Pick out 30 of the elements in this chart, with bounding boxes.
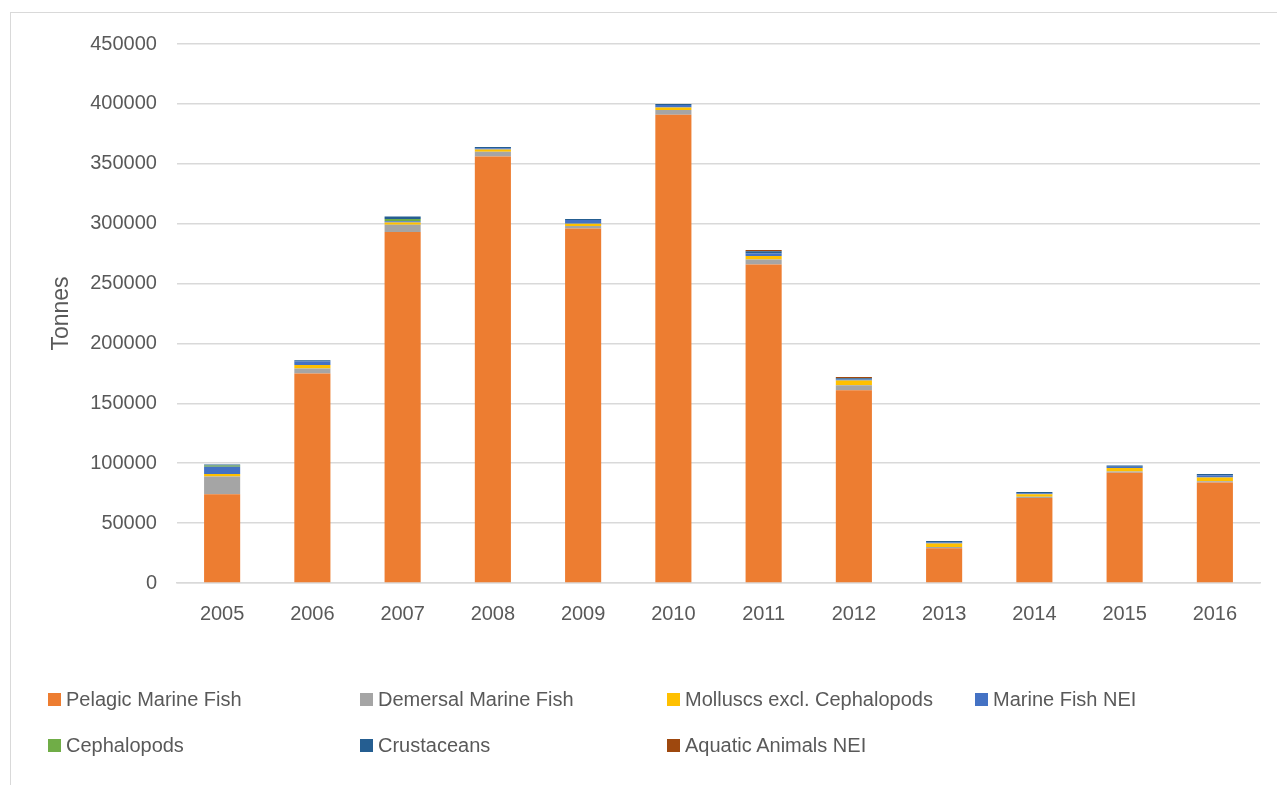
y-tick-label: 150000 (90, 390, 157, 413)
y-tick-label: 50000 (101, 510, 157, 533)
y-tick-label: 100000 (90, 450, 157, 473)
x-tick-label: 2011 (742, 601, 786, 624)
y-tick-label: 200000 (90, 330, 157, 353)
y-tick-label: 0 (145, 570, 157, 593)
x-tick-label: 2016 (1192, 601, 1238, 624)
x-tick-label: 2008 (470, 601, 516, 624)
x-tick-label: 2015 (1102, 601, 1147, 624)
legend-label: Molluscs excl. Cephalopods (685, 687, 933, 711)
legend-label: Aquatic Animals NEI (685, 733, 867, 757)
legend-label: Marine Fish NEI (993, 687, 1137, 711)
legend-label: Demersal Marine Fish (378, 687, 574, 711)
y-tick-label: 350000 (90, 151, 157, 174)
legend-label: Crustaceans (378, 733, 491, 757)
x-tick-label: 2014 (1012, 601, 1057, 624)
y-tick-label: 450000 (90, 31, 157, 54)
y-tick-label: 250000 (90, 271, 157, 294)
legend-label: Pelagic Marine Fish (66, 687, 242, 711)
x-tick-label: 2009 (560, 601, 606, 624)
x-tick-label: 2006 (290, 601, 335, 624)
y-tick-label: 300000 (90, 211, 157, 234)
y-tick-label: 400000 (90, 91, 157, 114)
x-tick-label: 2007 (380, 601, 425, 624)
legend-label: Cephalopods (66, 733, 184, 757)
x-tick-label: 2010 (651, 601, 696, 624)
y-axis-title: Tonnes (47, 276, 74, 351)
x-tick-label: 2013 (921, 601, 967, 624)
x-tick-label: 2005 (199, 601, 245, 624)
x-tick-label: 2012 (831, 601, 877, 624)
